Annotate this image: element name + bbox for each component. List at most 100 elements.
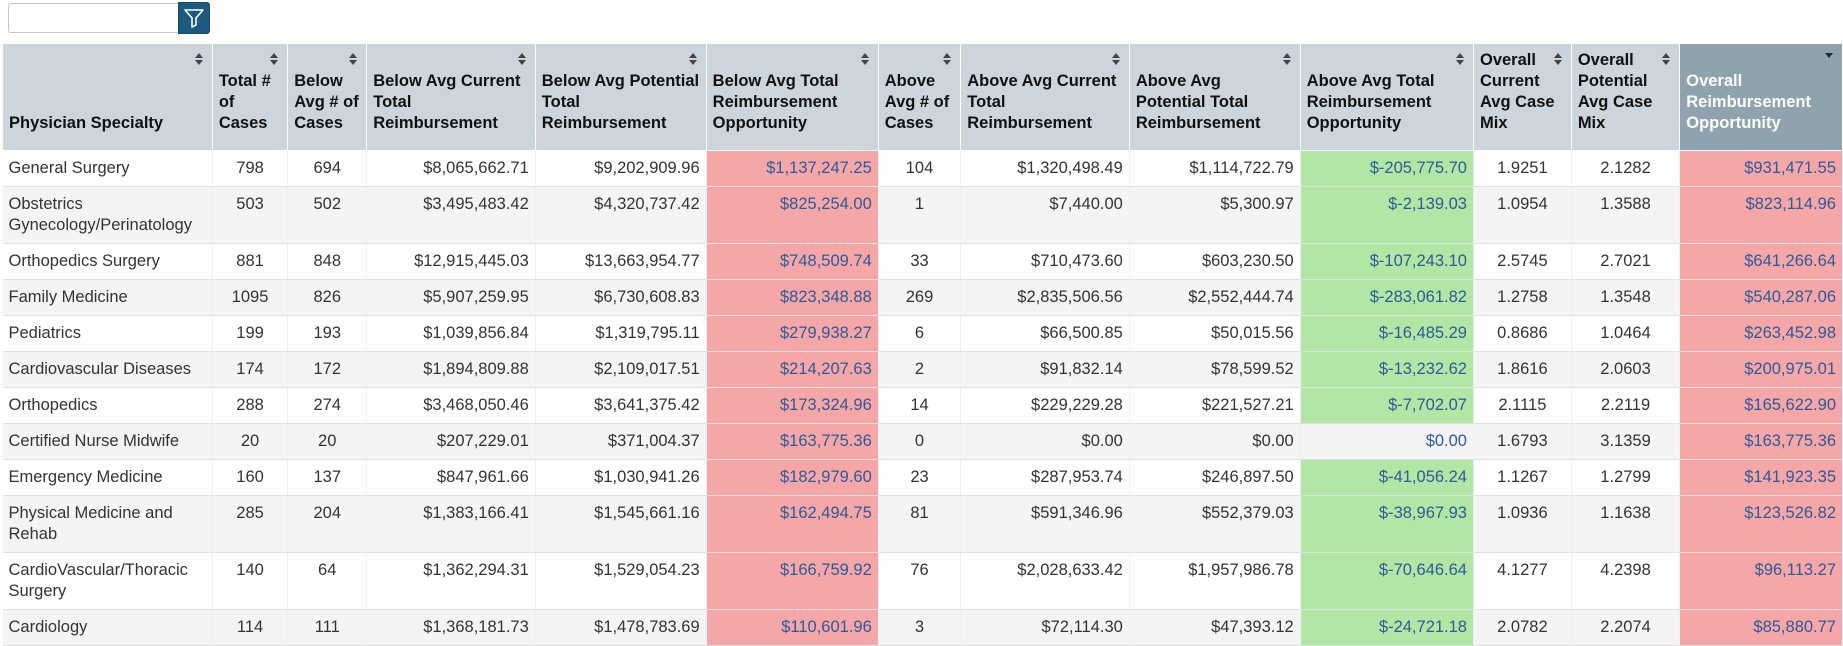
cell-total-cases: 1095 — [212, 279, 289, 316]
cell-below-avg-potential: $9,202,909.96 — [535, 150, 707, 187]
cell-below-avg-potential: $3,641,375.42 — [535, 387, 707, 424]
cell-above-avg-opportunity: $-24,721.18 — [1300, 609, 1474, 646]
filter-input[interactable] — [8, 3, 178, 33]
cell-current-case-mix: 1.2758 — [1473, 279, 1572, 316]
column-header-physician-specialty[interactable]: Physician Specialty — [2, 43, 213, 151]
cell-overall-opportunity: $165,622.90 — [1679, 387, 1843, 424]
column-header-current-case-mix[interactable]: Overall Current Avg Case Mix — [1472, 43, 1572, 151]
column-header-below-avg-opportunity[interactable]: Below Avg Total Reimbursement Opportunit… — [705, 43, 879, 151]
table-row[interactable]: Emergency Medicine 160 137 $847,961.66 $1,03… — [2, 459, 1843, 496]
table-row[interactable]: Family Medicine 1095 826 $5,907,259.95 $6,73… — [2, 279, 1843, 316]
cell-potential-case-mix: 1.2799 — [1571, 459, 1681, 496]
column-header-potential-case-mix[interactable]: Overall Potential Avg Case Mix — [1570, 43, 1681, 151]
cell-above-avg-cases: 81 — [878, 495, 962, 553]
table-row[interactable]: Obstetrics Gynecology/Perinatology 503 502… — [2, 186, 1843, 244]
cell-overall-opportunity: $85,880.77 — [1679, 609, 1843, 646]
cell-total-cases: 160 — [212, 459, 289, 496]
cell-physician-specialty: Physical Medicine and Rehab — [2, 495, 213, 553]
sort-icon[interactable] — [1455, 51, 1465, 67]
table-row[interactable]: General Surgery 798 694 $8,065,662.71 $9,202… — [2, 150, 1843, 187]
cell-above-avg-current: $591,346.96 — [960, 495, 1130, 553]
cell-total-cases: 285 — [212, 495, 289, 553]
cell-potential-case-mix: 2.2119 — [1571, 387, 1681, 424]
cell-above-avg-cases: 33 — [878, 243, 962, 280]
cell-below-avg-cases: 204 — [287, 495, 368, 553]
cell-below-avg-opportunity: $1,137,247.25 — [706, 150, 879, 187]
cell-below-avg-opportunity: $825,254.00 — [706, 186, 879, 244]
cell-above-avg-cases: 14 — [878, 387, 962, 424]
table-row[interactable]: Certified Nurse Midwife 20 20 $207,229.01 $3… — [2, 423, 1843, 460]
cell-potential-case-mix: 2.0603 — [1571, 351, 1681, 388]
filter-button[interactable] — [178, 2, 210, 34]
table-body: General Surgery 798 694 $8,065,662.71 $9,202… — [2, 150, 1843, 646]
table-row[interactable]: Cardiovascular Diseases 174 172 $1,894,809.… — [2, 351, 1843, 388]
column-header-below-avg-current[interactable]: Below Avg Current Total Reimbursement — [366, 43, 536, 151]
sort-icon[interactable] — [194, 51, 204, 67]
cell-current-case-mix: 2.1115 — [1473, 387, 1572, 424]
column-header-below-avg-potential[interactable]: Below Avg Potential Total Reimbursement — [534, 43, 707, 151]
cell-potential-case-mix: 2.7021 — [1571, 243, 1681, 280]
cell-physician-specialty: Certified Nurse Midwife — [2, 423, 213, 460]
sort-icon[interactable] — [348, 51, 358, 67]
cell-potential-case-mix: 2.1282 — [1571, 150, 1681, 187]
column-header-overall-opportunity[interactable]: Overall Reimbursement Opportunity — [1679, 43, 1843, 151]
cell-above-avg-potential: $1,957,986.78 — [1129, 552, 1301, 610]
table-row[interactable]: Orthopedics Surgery 881 848 $12,915,445.03 $… — [2, 243, 1843, 280]
cell-below-avg-current: $1,368,181.73 — [366, 609, 536, 646]
sort-icon[interactable] — [1282, 51, 1292, 67]
table-row[interactable]: CardioVascular/Thoracic Surgery 140 64 $1,3… — [2, 552, 1843, 610]
cell-physician-specialty: General Surgery — [2, 150, 213, 187]
cell-below-avg-cases: 694 — [287, 150, 368, 187]
column-header-total-cases[interactable]: Total # of Cases — [211, 43, 289, 151]
cell-above-avg-potential: $221,527.21 — [1129, 387, 1301, 424]
sort-icon[interactable] — [1661, 51, 1671, 67]
cell-above-avg-cases: 1 — [878, 186, 962, 244]
cell-current-case-mix: 2.0782 — [1473, 609, 1572, 646]
cell-above-avg-current: $1,320,498.49 — [960, 150, 1130, 187]
table-row[interactable]: Physical Medicine and Rehab 285 204 $1,383,… — [2, 495, 1843, 553]
column-header-above-avg-cases[interactable]: Above Avg # of Cases — [877, 43, 962, 151]
cell-physician-specialty: Family Medicine — [2, 279, 213, 316]
column-header-label: Overall Reimbursement Opportunity — [1686, 72, 1811, 132]
column-header-label: Above Avg # of Cases — [884, 72, 950, 132]
sort-icon[interactable] — [517, 51, 527, 67]
cell-below-avg-current: $3,468,050.46 — [366, 387, 536, 424]
cell-below-avg-current: $1,039,856.84 — [366, 315, 536, 352]
cell-below-avg-opportunity: $163,775.36 — [706, 423, 879, 460]
cell-below-avg-cases: 111 — [287, 609, 368, 646]
cell-physician-specialty: CardioVascular/Thoracic Surgery — [2, 552, 213, 610]
cell-below-avg-current: $12,915,445.03 — [366, 243, 536, 280]
cell-above-avg-potential: $50,015.56 — [1129, 315, 1301, 352]
cell-above-avg-cases: 104 — [878, 150, 962, 187]
column-header-label: Physician Specialty — [9, 114, 164, 132]
cell-below-avg-current: $5,907,259.95 — [366, 279, 536, 316]
column-header-label: Total # of Cases — [218, 72, 271, 132]
sort-icon[interactable] — [688, 51, 698, 67]
sort-icon[interactable] — [942, 51, 952, 67]
column-header-above-avg-opportunity[interactable]: Above Avg Total Reimbursement Opportunit… — [1299, 43, 1474, 151]
cell-below-avg-potential: $6,730,608.83 — [535, 279, 707, 316]
sort-descending-icon[interactable] — [1824, 51, 1834, 67]
sort-icon[interactable] — [860, 51, 870, 67]
table-row[interactable]: Cardiology 114 111 $1,368,181.73 $1,478,783.… — [2, 609, 1843, 646]
reimbursement-table: Physician Specialty Total # of Cases Below… — [2, 43, 1843, 646]
column-header-below-avg-cases[interactable]: Below Avg # of Cases — [287, 43, 368, 151]
cell-below-avg-current: $847,961.66 — [366, 459, 536, 496]
cell-total-cases: 20 — [212, 423, 289, 460]
column-header-above-avg-current[interactable]: Above Avg Current Total Reimbursement — [960, 43, 1130, 151]
table-row[interactable]: Pediatrics 199 193 $1,039,856.84 $1,319,795.… — [2, 315, 1843, 352]
cell-above-avg-potential: $603,230.50 — [1129, 243, 1301, 280]
column-header-above-avg-potential[interactable]: Above Avg Potential Total Reimbursement — [1128, 43, 1301, 151]
sort-icon[interactable] — [269, 51, 279, 67]
cell-potential-case-mix: 3.1359 — [1571, 423, 1681, 460]
table-row[interactable]: Orthopedics 288 274 $3,468,050.46 $3,641,375… — [2, 387, 1843, 424]
cell-below-avg-potential: $1,478,783.69 — [535, 609, 707, 646]
cell-overall-opportunity: $823,114.96 — [1679, 186, 1843, 244]
cell-above-avg-opportunity: $-16,485.29 — [1300, 315, 1474, 352]
sort-icon[interactable] — [1111, 51, 1121, 67]
cell-above-avg-potential: $552,379.03 — [1129, 495, 1301, 553]
cell-potential-case-mix: 1.0464 — [1571, 315, 1681, 352]
cell-above-avg-opportunity: $-70,646.64 — [1300, 552, 1474, 610]
sort-icon[interactable] — [1553, 51, 1563, 67]
column-header-label: Overall Current Avg Case Mix — [1479, 51, 1555, 132]
